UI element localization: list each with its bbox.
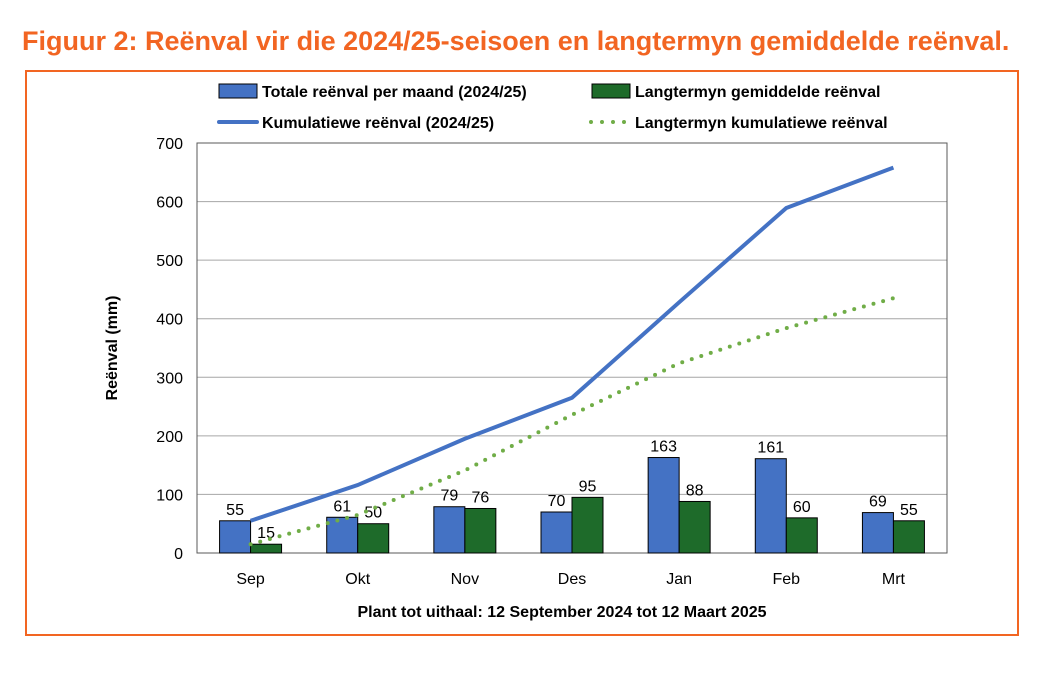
bar-monthly bbox=[861, 512, 894, 554]
x-tick-label: Jan bbox=[666, 571, 692, 588]
y-tick-label: 600 bbox=[156, 195, 183, 212]
bar-monthly bbox=[433, 506, 466, 554]
data-label: 55 bbox=[900, 502, 918, 519]
data-label: 69 bbox=[869, 494, 887, 511]
x-tick-label: Sep bbox=[236, 571, 265, 588]
data-label: 95 bbox=[579, 478, 597, 495]
x-tick-label: Des bbox=[558, 571, 586, 588]
y-axis-title: Reënval (mm) bbox=[104, 296, 121, 401]
bar-longterm bbox=[892, 520, 925, 554]
bar-monthly bbox=[647, 457, 680, 554]
y-tick-label: 500 bbox=[156, 253, 183, 270]
legend-label: Kumulatiewe reënval (2024/25) bbox=[262, 115, 494, 132]
legend-label: Langtermyn gemiddelde reënval bbox=[635, 84, 880, 101]
data-label: 163 bbox=[650, 439, 677, 456]
y-tick-label: 100 bbox=[156, 487, 183, 504]
x-axis-title: Plant tot uithaal: 12 September 2024 tot… bbox=[357, 604, 766, 621]
bar-monthly bbox=[540, 511, 573, 554]
plot-area bbox=[196, 142, 948, 554]
data-label: 50 bbox=[364, 505, 382, 522]
y-tick-label: 0 bbox=[174, 546, 183, 563]
cumulative-line bbox=[249, 165, 895, 523]
bar-longterm bbox=[678, 500, 711, 554]
y-tick-label: 400 bbox=[156, 312, 183, 329]
bar-monthly bbox=[754, 458, 787, 554]
data-label: 61 bbox=[333, 498, 351, 515]
x-tick-label: Okt bbox=[345, 571, 370, 588]
x-tick-label: Mrt bbox=[882, 571, 906, 588]
data-label: 79 bbox=[440, 488, 458, 505]
figure-frame bbox=[25, 70, 1019, 636]
data-label: 55 bbox=[226, 502, 244, 519]
bar-longterm bbox=[250, 543, 283, 554]
data-label: 88 bbox=[686, 482, 704, 499]
legend-swatch-longterm bbox=[591, 83, 631, 99]
longterm-cumulative-line bbox=[248, 296, 896, 547]
bar-longterm bbox=[571, 496, 604, 554]
data-label: 60 bbox=[793, 499, 811, 516]
y-tick-label: 200 bbox=[156, 429, 183, 446]
bar-monthly bbox=[219, 520, 252, 554]
x-tick-label: Feb bbox=[772, 571, 800, 588]
x-tick-label: Nov bbox=[451, 571, 479, 588]
bar-longterm bbox=[464, 507, 497, 554]
figure-title: Figuur 2: Reënval vir die 2024/25-seisoe… bbox=[22, 26, 1010, 56]
legend-label: Totale reënval per maand (2024/25) bbox=[262, 84, 527, 101]
bar-longterm bbox=[785, 517, 818, 554]
data-label: 76 bbox=[471, 489, 489, 506]
bar-longterm bbox=[357, 523, 390, 554]
legend-swatch-monthly bbox=[218, 83, 258, 99]
legend-label: Langtermyn kumulatiewe reënval bbox=[635, 115, 888, 132]
y-tick-label: 700 bbox=[156, 136, 183, 153]
y-tick-label: 300 bbox=[156, 370, 183, 387]
bar-monthly bbox=[326, 516, 359, 554]
data-label: 70 bbox=[548, 493, 566, 510]
data-label: 161 bbox=[757, 440, 784, 457]
